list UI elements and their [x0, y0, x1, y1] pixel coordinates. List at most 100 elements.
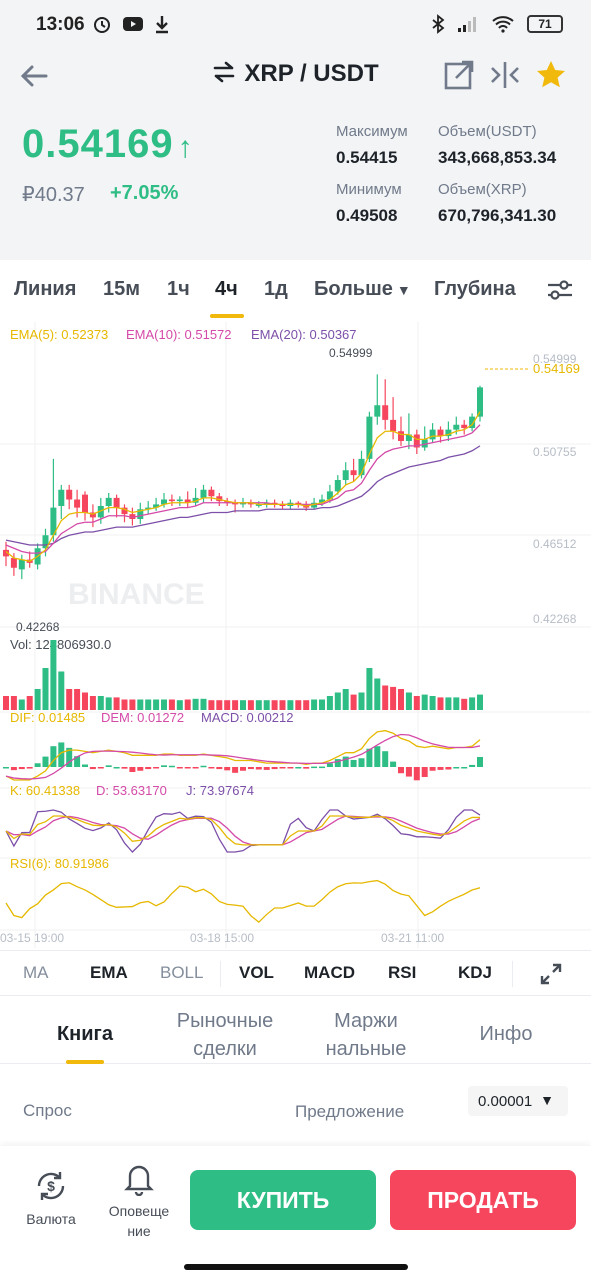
macd-bar: [421, 767, 428, 777]
candle-body: [445, 429, 452, 437]
tf-4h[interactable]: 4ч: [215, 278, 238, 300]
candle-body: [263, 502, 270, 505]
tab-info[interactable]: Инфо: [479, 1023, 533, 1045]
candle-body: [232, 502, 239, 505]
swap-icon: [214, 61, 235, 83]
currency-exchange-icon: $: [37, 1172, 65, 1200]
volume-bar: [469, 697, 476, 710]
ema20-legend: EMA(20): 0.50367: [251, 327, 357, 342]
volume-layer: [3, 640, 483, 710]
macd-bar: [18, 767, 25, 770]
volume-bar: [390, 686, 397, 710]
rsi-legend: RSI(6): 80.91986: [10, 856, 109, 871]
candle-body: [145, 507, 152, 510]
candle-body: [295, 502, 302, 505]
star-icon[interactable]: [534, 58, 568, 92]
pair-title[interactable]: XRP / USDT: [0, 60, 591, 88]
macd-bar: [358, 758, 365, 767]
back-arrow-icon[interactable]: [16, 58, 52, 94]
fullscreen-icon[interactable]: [538, 961, 564, 987]
macd-bar: [437, 767, 444, 770]
volume-bar: [153, 699, 160, 710]
vol-xrp-label: Объем(XRP): [438, 181, 527, 198]
macd-bar: [200, 765, 207, 768]
ind-vol[interactable]: VOL: [239, 963, 274, 982]
macd-bar: [461, 767, 468, 769]
volume-bar: [279, 700, 286, 710]
candle-body: [18, 559, 25, 570]
ind-ma[interactable]: MA: [23, 963, 49, 982]
price-step-select[interactable]: 0.00001 ▼: [468, 1086, 568, 1116]
external-link-icon[interactable]: [442, 58, 476, 92]
candle-body: [105, 497, 112, 506]
candle-body: [89, 512, 96, 518]
bell-icon: [124, 1165, 154, 1197]
x-tick: 03-21 11:00: [381, 931, 444, 945]
candle-body: [398, 431, 404, 441]
alerts-button[interactable]: Оповеще ние: [104, 1160, 174, 1241]
currency-button[interactable]: $ Валюта: [18, 1168, 84, 1229]
tf-1d[interactable]: 1д: [264, 278, 288, 300]
candle-body: [66, 489, 73, 500]
buy-button[interactable]: КУПИТЬ: [190, 1170, 376, 1230]
tab-margin[interactable]: Маржи нальные: [325, 1010, 407, 1060]
candle-body: [405, 434, 412, 441]
volume-bar: [58, 671, 65, 710]
macd-bar: [405, 767, 412, 777]
tf-depth[interactable]: Глубина: [434, 278, 516, 300]
candle-body: [342, 470, 349, 480]
volume-bar: [200, 698, 207, 710]
ind-boll[interactable]: BOLL: [160, 963, 204, 982]
volume-bar: [311, 699, 318, 710]
macd-legend: MACD: 0.00212: [201, 710, 294, 725]
settings-sliders-icon[interactable]: [546, 278, 574, 302]
macd-bar: [374, 746, 381, 767]
macd-bar: [271, 767, 278, 770]
tab-market-trades[interactable]: Рыночные сделки: [176, 1010, 274, 1060]
price-rub: ₽40.37: [22, 184, 85, 206]
ind-kdj[interactable]: KDJ: [458, 963, 493, 982]
caret-down-icon: ▼: [540, 1092, 554, 1108]
candle-body: [334, 480, 341, 492]
candle-body: [153, 504, 160, 508]
candle-body: [390, 419, 397, 432]
details-tabs: Книга Рыночные сделки Маржи нальные Инфо: [0, 1004, 591, 1064]
low-marker: 0.42268: [16, 620, 60, 634]
kline-chart[interactable]: BINANCE EMA(5): 0.52373 EMA(10): 0.51572…: [0, 322, 591, 948]
macd-bar: [105, 765, 112, 767]
candle-body: [255, 504, 262, 506]
high-label: Максимум: [336, 123, 408, 140]
ind-macd[interactable]: MACD: [304, 963, 355, 982]
volume-bar: [137, 699, 144, 710]
youtube-icon: [123, 17, 143, 31]
status-bar: 13:06 71: [0, 0, 591, 50]
market-header: XRP / USDT 0.54169 ↑ ₽40.37 +7.05% Максим…: [0, 50, 591, 260]
volume-bar: [366, 668, 373, 710]
macd-bar: [153, 767, 160, 769]
tf-line[interactable]: Линия: [14, 278, 77, 300]
low-value: 0.49508: [336, 206, 398, 225]
signal-icon: [458, 17, 476, 32]
tab-book[interactable]: Книга: [56, 1023, 114, 1045]
volume-bar: [413, 696, 420, 710]
last-price: 0.54169 ↑: [22, 122, 194, 166]
volume-bar: [3, 696, 9, 710]
volume-bar: [303, 700, 310, 710]
macd-bar: [398, 767, 404, 774]
macd-bar: [208, 767, 215, 769]
low-label: Минимум: [336, 181, 402, 198]
tf-15m[interactable]: 15м: [103, 278, 141, 300]
volume-bar: [342, 689, 349, 710]
volume-bar: [66, 689, 73, 710]
sell-button[interactable]: ПРОДАТЬ: [390, 1170, 576, 1230]
ind-ema[interactable]: EMA: [90, 963, 128, 982]
bluetooth-icon: [432, 14, 445, 34]
ind-rsi[interactable]: RSI: [388, 963, 417, 982]
compare-icon[interactable]: [488, 58, 522, 92]
macd-bar: [168, 765, 175, 768]
macd-bar: [113, 767, 120, 769]
candle-body: [50, 507, 57, 536]
tf-more[interactable]: Больше ▼: [314, 278, 411, 300]
volume-bar: [247, 700, 254, 710]
tf-1h[interactable]: 1ч: [167, 278, 190, 300]
